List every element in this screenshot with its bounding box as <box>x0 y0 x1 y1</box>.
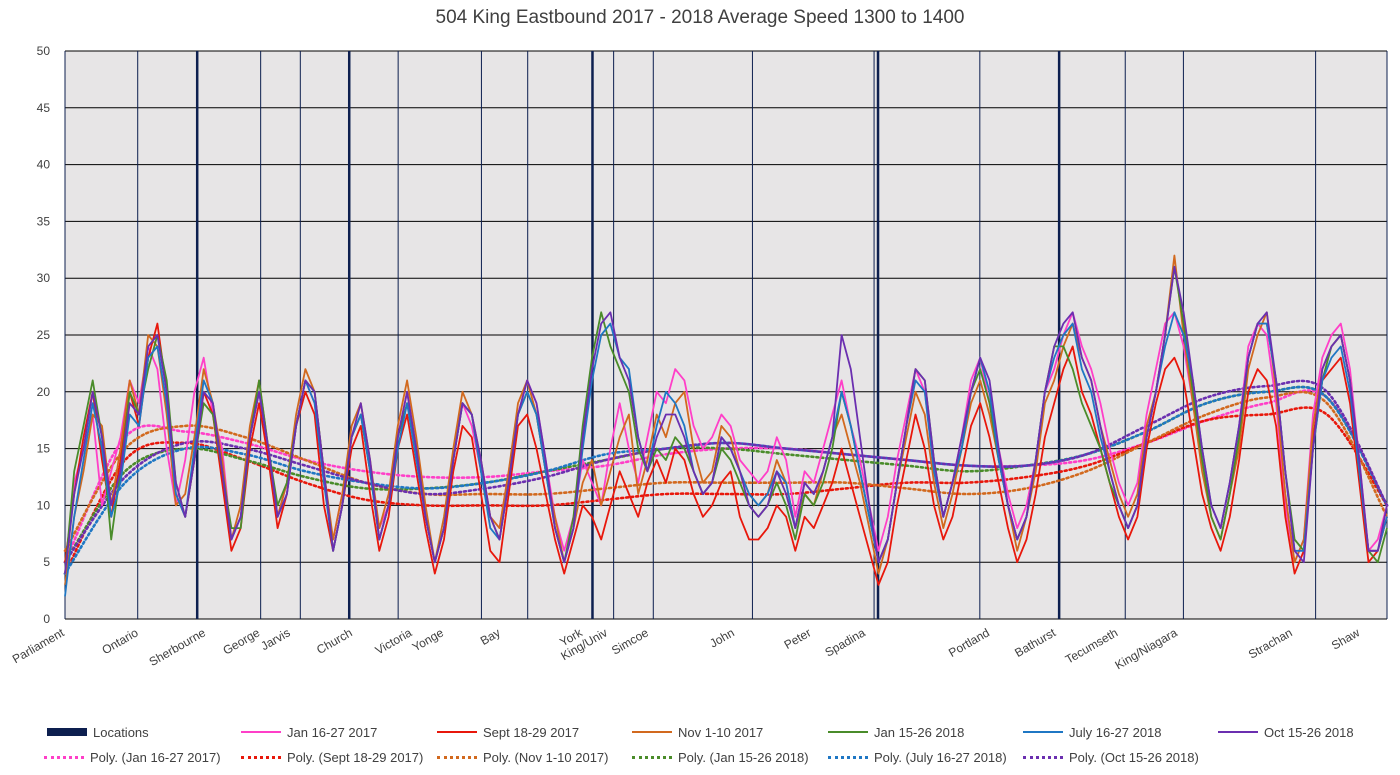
x-tick-label: Tecumseth <box>1063 625 1120 666</box>
chart-title: 504 King Eastbound 2017 - 2018 Average S… <box>435 7 965 28</box>
legend-label: Poly. (Sept 18-29 2017) <box>287 749 424 765</box>
legend-item: Poly. (Oct 15-26 2018) <box>1023 748 1199 766</box>
y-tick-label: 25 <box>37 328 51 342</box>
x-tick-label: Bathurst <box>1012 625 1058 660</box>
x-tick-label: Shaw <box>1329 625 1362 652</box>
legend-label: Poly. (July 16-27 2018) <box>874 749 1007 765</box>
data-series <box>64 254 1388 597</box>
legend-swatch <box>241 755 281 759</box>
legend-item: July 16-27 2018 <box>1023 723 1162 741</box>
y-tick-label: 20 <box>37 385 51 399</box>
chart-plot: 0 5 10 15 20 25 30 35 40 45 50 Parliament Ontario She… <box>10 44 1389 672</box>
legend-swatch <box>44 755 84 759</box>
series-line <box>64 265 1388 574</box>
trendline <box>63 406 1389 575</box>
legend-label: Oct 15-26 2018 <box>1264 724 1354 740</box>
legend-label: Poly. (Nov 1-10 2017) <box>483 749 609 765</box>
legend-swatch <box>241 731 281 733</box>
legend-item: Jan 16-27 2017 <box>241 723 377 741</box>
x-tick-label: George <box>220 625 262 657</box>
x-tick-label: Bay <box>478 625 503 647</box>
legend-label: Sept 18-29 2017 <box>483 724 580 740</box>
x-tick-label: Jarvis <box>258 625 292 653</box>
gridlines <box>65 50 1387 620</box>
legend-label: Jan 16-27 2017 <box>287 724 378 740</box>
legend-swatch <box>1218 731 1258 733</box>
y-tick-label: 50 <box>37 44 51 58</box>
x-tick-label: Church <box>314 625 355 656</box>
legend-item: Sept 18-29 2017 <box>437 723 579 741</box>
x-tick-label: Peter <box>782 625 814 651</box>
trendline <box>63 390 1389 553</box>
x-tick-label: Yonge <box>410 625 446 654</box>
x-tick-label: John <box>707 625 737 650</box>
legend-item: Poly. (Jan 16-27 2017) <box>44 748 221 766</box>
x-tick-label: Spadina <box>822 625 867 659</box>
legend-item: Nov 1-10 2017 <box>632 723 763 741</box>
legend-item-locations: Locations <box>47 723 149 741</box>
legend-item: Jan 15-26 2018 <box>828 723 964 741</box>
legend-label: Nov 1-10 2017 <box>678 724 764 740</box>
legend-swatch <box>632 755 672 759</box>
x-tick-label: Simcoe <box>609 625 651 657</box>
x-tick-label: Sherbourne <box>147 625 209 669</box>
y-tick-label: 0 <box>43 612 50 626</box>
legend-label: Jan 15-26 2018 <box>874 724 965 740</box>
y-tick-label: 5 <box>43 555 50 569</box>
legend-swatch <box>632 731 672 733</box>
legend-swatch <box>437 731 477 733</box>
legend-swatch <box>828 755 868 759</box>
legend: Locations Jan 16-27 2017 Sept 18-29 2017 N… <box>0 722 1400 772</box>
legend-item: Oct 15-26 2018 <box>1218 723 1354 741</box>
x-tick-label: Parliament <box>10 625 67 666</box>
location-lines <box>64 51 1388 619</box>
y-tick-label: 45 <box>37 101 51 115</box>
legend-label: Locations <box>93 724 149 740</box>
legend-label: Poly. (Jan 16-27 2017) <box>90 749 221 765</box>
legend-swatch <box>437 755 477 759</box>
legend-item: Poly. (Nov 1-10 2017) <box>437 748 609 766</box>
legend-label: Poly. (Jan 15-26 2018) <box>678 749 809 765</box>
y-tick-label: 40 <box>37 158 51 172</box>
legend-label: July 16-27 2018 <box>1069 724 1162 740</box>
x-tick-label: Ontario <box>99 625 140 657</box>
y-tick-label: 35 <box>37 214 51 228</box>
legend-item: Poly. (July 16-27 2018) <box>828 748 1007 766</box>
legend-swatch <box>47 728 87 736</box>
x-tick-label: King/Niagara <box>1113 625 1180 672</box>
x-tick-label: Portland <box>946 625 992 659</box>
legend-item: Poly. (Jan 15-26 2018) <box>632 748 809 766</box>
x-tick-label: Strachan <box>1246 625 1295 661</box>
legend-swatch <box>828 731 868 733</box>
x-tick-label: Victoria <box>373 625 415 657</box>
y-tick-label: 10 <box>37 498 51 512</box>
legend-label: Poly. (Oct 15-26 2018) <box>1069 749 1199 765</box>
trendline <box>63 379 1389 564</box>
legend-swatch <box>1023 731 1063 733</box>
y-tick-label: 15 <box>37 442 51 456</box>
legend-swatch <box>1023 755 1063 759</box>
y-tick-label: 30 <box>37 271 51 285</box>
legend-item: Poly. (Sept 18-29 2017) <box>241 748 423 766</box>
